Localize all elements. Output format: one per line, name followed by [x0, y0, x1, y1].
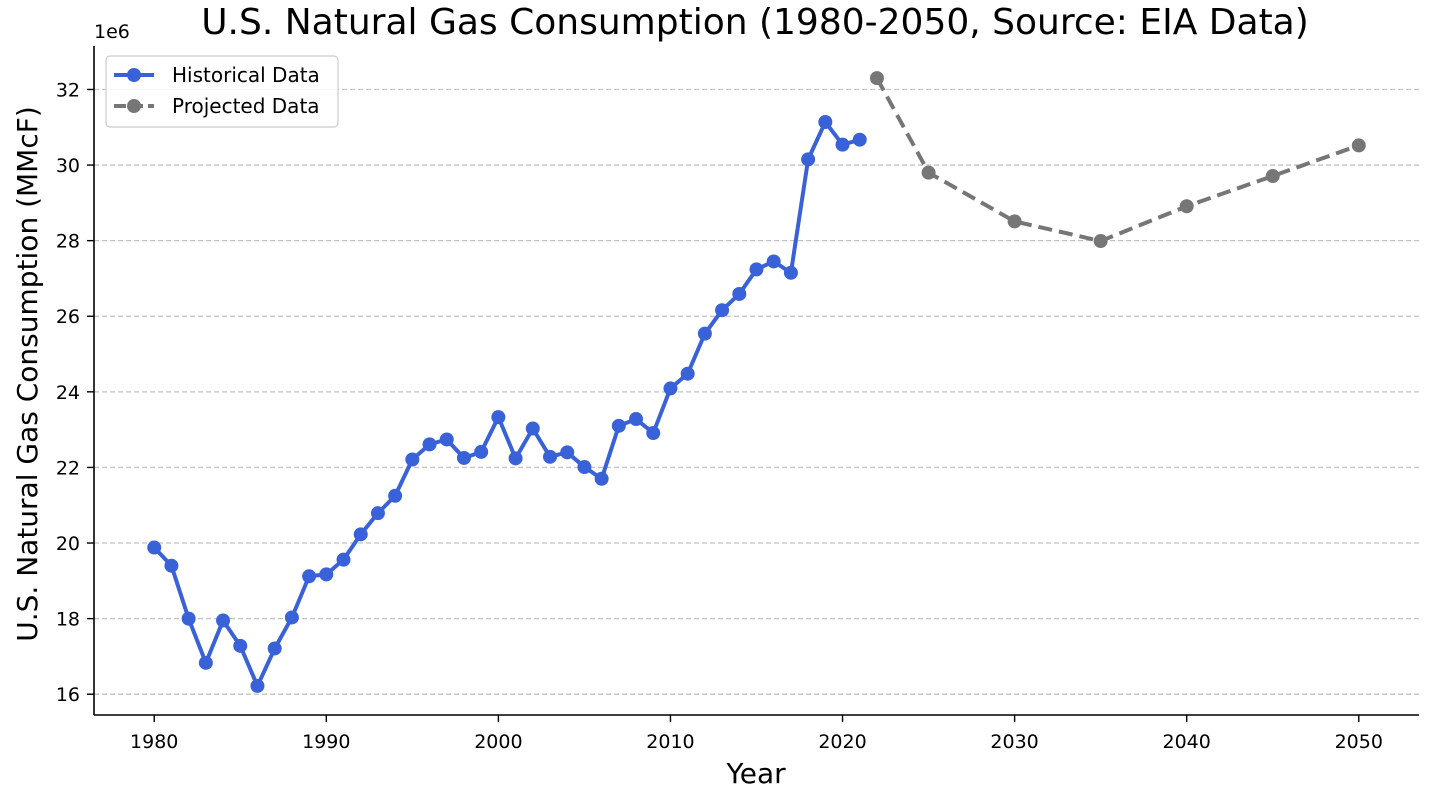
data-point-historical-data-1996 — [422, 437, 437, 452]
data-point-historical-data-1984 — [216, 613, 231, 628]
x-tick-label-2010: 2010 — [646, 731, 694, 753]
x-axis-title: Year — [725, 757, 786, 790]
y-axis-offset-label: 1e6 — [94, 21, 130, 43]
legend-label-historical-data: Historical Data — [172, 63, 320, 87]
data-point-historical-data-1997 — [439, 432, 454, 447]
data-point-historical-data-1998 — [456, 450, 471, 465]
series-line-projected-data — [875, 77, 1360, 244]
y-tick-label-22: 22 — [56, 457, 80, 479]
data-point-historical-data-1987 — [267, 641, 282, 656]
data-point-projected-data-2025 — [921, 165, 936, 180]
y-tick-label-30: 30 — [56, 155, 80, 177]
data-point-historical-data-2015 — [749, 262, 764, 277]
data-point-historical-data-2019 — [818, 114, 833, 129]
legend-marker-projected-data — [127, 99, 141, 113]
y-tick-label-28: 28 — [56, 231, 80, 253]
x-tick-label-2050: 2050 — [1335, 731, 1383, 753]
data-point-historical-data-1980 — [147, 540, 162, 555]
legend-label-projected-data: Projected Data — [172, 94, 320, 118]
y-tick-label-26: 26 — [56, 306, 80, 328]
data-point-historical-data-2004 — [560, 445, 575, 460]
data-point-historical-data-2002 — [525, 421, 540, 436]
data-point-historical-data-1990 — [319, 567, 334, 582]
data-point-historical-data-1999 — [474, 444, 489, 459]
data-point-historical-data-1992 — [353, 527, 368, 542]
y-tick-label-24: 24 — [56, 382, 80, 404]
legend-marker-historical-data — [127, 68, 141, 82]
data-point-historical-data-1993 — [370, 506, 385, 521]
chart-title: U.S. Natural Gas Consumption (1980-2050,… — [201, 2, 1309, 43]
data-point-historical-data-2005 — [577, 460, 592, 475]
data-point-historical-data-2009 — [646, 426, 661, 441]
data-series — [147, 71, 1366, 693]
data-point-projected-data-2035 — [1093, 234, 1108, 249]
y-tick-label-32: 32 — [56, 79, 80, 101]
data-point-historical-data-2018 — [801, 152, 816, 167]
x-tick-label-1980: 1980 — [130, 731, 178, 753]
gridlines — [94, 88, 1419, 695]
series-line-historical-data — [152, 119, 861, 688]
data-point-historical-data-2006 — [594, 471, 609, 486]
data-point-projected-data-2040 — [1179, 199, 1194, 214]
data-point-historical-data-2014 — [732, 286, 747, 301]
data-point-historical-data-2011 — [680, 366, 695, 381]
data-point-historical-data-2007 — [611, 418, 626, 433]
data-point-historical-data-1988 — [284, 610, 299, 625]
data-point-historical-data-2000 — [491, 410, 506, 425]
data-point-historical-data-1991 — [336, 552, 351, 567]
x-tick-label-2000: 2000 — [474, 731, 522, 753]
data-point-historical-data-1994 — [388, 488, 403, 503]
data-point-projected-data-2030 — [1007, 214, 1022, 229]
x-tick-label-2030: 2030 — [990, 731, 1038, 753]
y-tick-label-18: 18 — [56, 609, 80, 631]
data-point-historical-data-2010 — [663, 381, 678, 396]
y-tick-label-20: 20 — [56, 533, 80, 555]
data-point-historical-data-2012 — [697, 326, 712, 341]
data-point-historical-data-1983 — [198, 655, 213, 670]
data-point-historical-data-2013 — [715, 303, 730, 318]
y-tick-label-16: 16 — [56, 684, 80, 706]
data-point-historical-data-1995 — [405, 452, 420, 467]
data-point-historical-data-1982 — [181, 611, 196, 626]
data-point-projected-data-2050 — [1351, 138, 1366, 153]
data-point-historical-data-1985 — [233, 638, 248, 653]
data-point-projected-data-2045 — [1265, 169, 1280, 184]
x-tick-label-2020: 2020 — [818, 731, 866, 753]
data-point-historical-data-2001 — [508, 451, 523, 466]
data-point-historical-data-1981 — [164, 558, 179, 573]
x-tick-label-1990: 1990 — [302, 731, 350, 753]
data-point-historical-data-2008 — [629, 412, 644, 427]
legend: Historical Data Projected Data — [105, 55, 339, 128]
data-point-historical-data-1986 — [250, 678, 265, 693]
legend-box — [105, 55, 339, 128]
tick-marks-and-labels: 16 18 20 22 24 26 28 30 32 1980 1990 2000 2010 2020 20… — [56, 79, 1383, 753]
data-point-historical-data-2020 — [835, 137, 850, 152]
x-tick-label-2040: 2040 — [1163, 731, 1211, 753]
data-point-historical-data-2016 — [766, 254, 781, 269]
data-point-projected-data-2022 — [869, 71, 884, 86]
axes — [93, 46, 1419, 716]
data-point-historical-data-1989 — [302, 569, 317, 584]
data-point-historical-data-2003 — [543, 449, 558, 464]
data-point-historical-data-2021 — [852, 132, 867, 147]
y-axis-title: U.S. Natural Gas Consumption (MMcF) — [11, 106, 44, 642]
data-point-historical-data-2017 — [783, 265, 798, 280]
